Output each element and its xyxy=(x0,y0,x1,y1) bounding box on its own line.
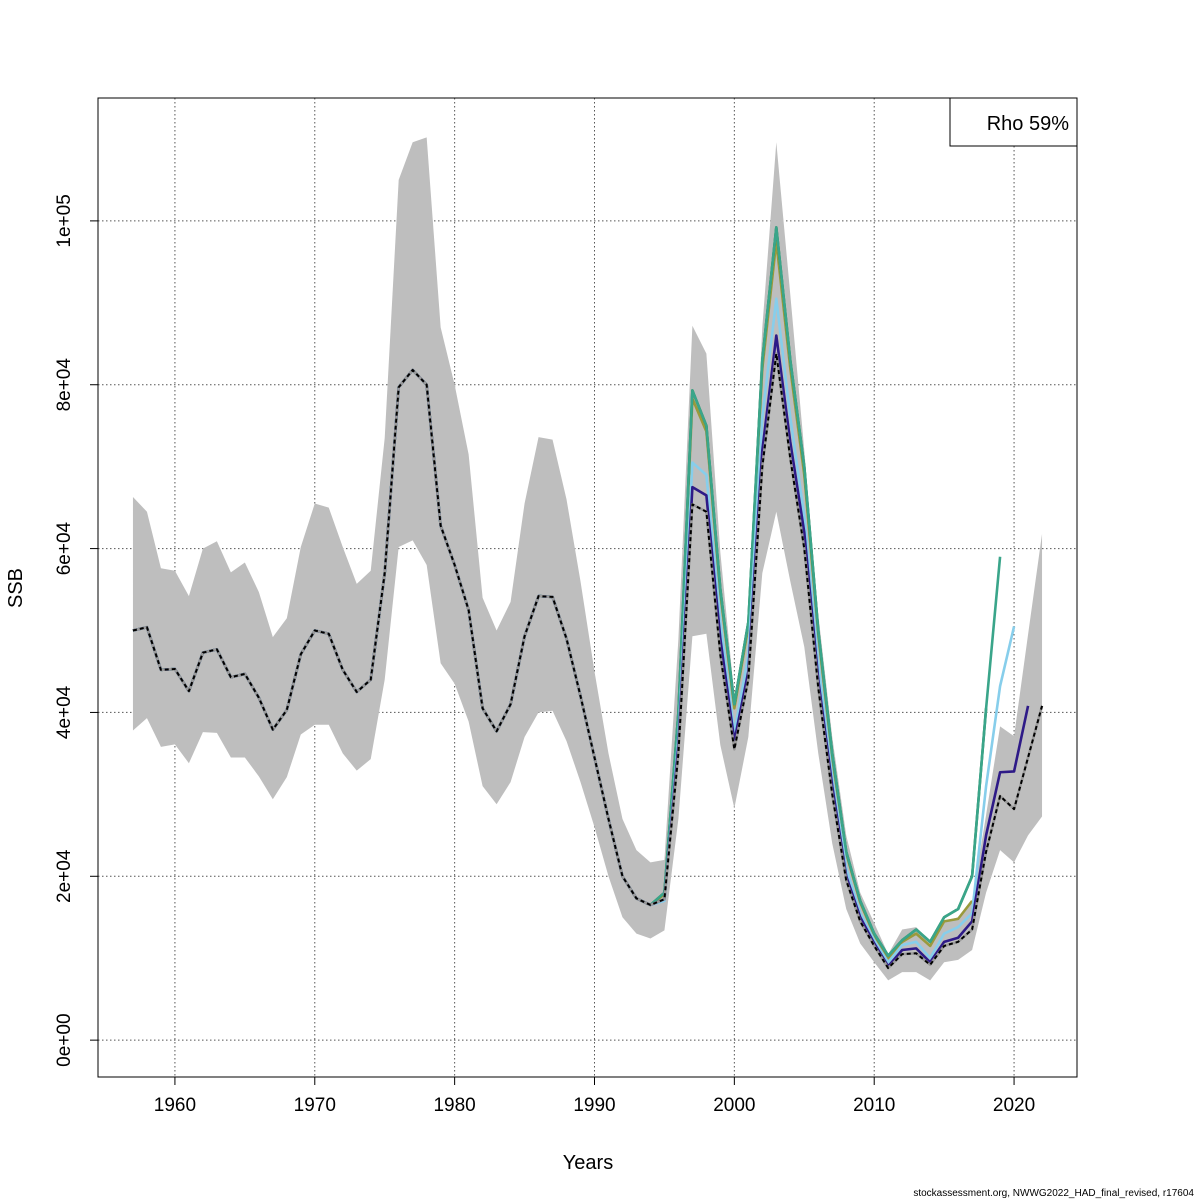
base-estimate-line xyxy=(132,352,1044,970)
x-tick-label: 2020 xyxy=(993,1095,1035,1116)
y-axis-label: SSB xyxy=(5,568,27,608)
x-tick-label: 2010 xyxy=(853,1095,895,1116)
x-tick-label: 1960 xyxy=(154,1095,196,1116)
plot-frame xyxy=(97,97,1078,1078)
x-tick-label: 1980 xyxy=(433,1095,475,1116)
x-tick-label: 2000 xyxy=(713,1095,755,1116)
y-tick-label: 6e+04 xyxy=(54,521,75,575)
footer-source: stockassessment.org, NWWG2022_HAD_final_… xyxy=(913,1188,1194,1199)
confidence-band-layer xyxy=(132,137,1043,981)
legend: Rho 59% xyxy=(949,97,1078,147)
x-tick-label: 1970 xyxy=(294,1095,336,1116)
y-tick-label: 4e+04 xyxy=(54,685,75,739)
legend-box xyxy=(949,97,1078,147)
y-tick-label: 2e+04 xyxy=(54,849,75,903)
axes: 1960 1970 1980 1990 2000 2010 2020 0e+00 2e+04 4e… xyxy=(54,194,1035,1116)
series-lines xyxy=(132,226,1044,970)
confidence-band xyxy=(132,137,1043,981)
x-axis-label: Years xyxy=(563,1152,613,1174)
y-tick-label: 8e+04 xyxy=(54,358,75,412)
x-tick-label: 1990 xyxy=(573,1095,615,1116)
y-tick-label: 0e+00 xyxy=(54,1013,75,1066)
legend-rho-text: Rho 59% xyxy=(987,113,1069,135)
y-tick-label: 1e+05 xyxy=(54,194,75,247)
